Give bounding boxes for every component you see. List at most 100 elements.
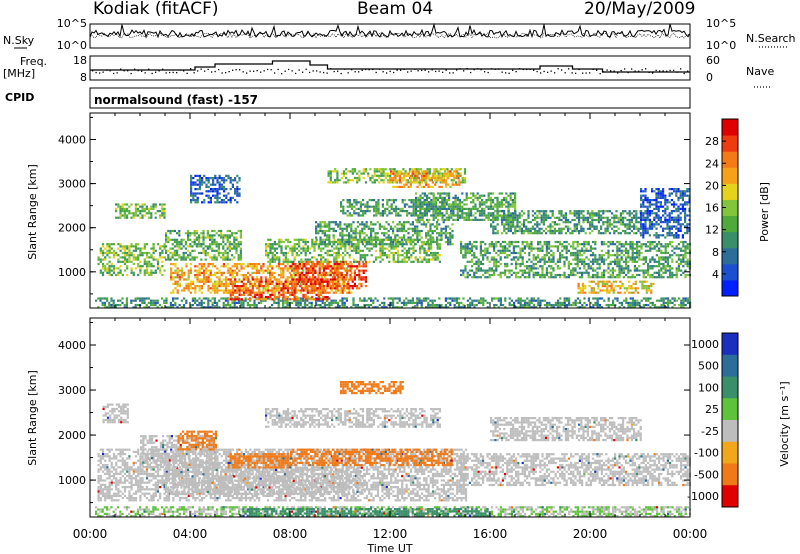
power-cell: [412, 251, 415, 255]
power-cell: [416, 227, 419, 230]
power-cell: [392, 297, 395, 300]
power-cell: [470, 196, 473, 199]
power-cell: [148, 273, 151, 277]
power-cell: [119, 210, 122, 213]
nave-point: [515, 71, 517, 73]
power-cell: [187, 238, 190, 241]
power-cell: [145, 205, 148, 208]
power-cell: [156, 258, 160, 261]
power-cell: [293, 267, 296, 270]
power-cell: [504, 240, 507, 244]
power-cell: [465, 218, 468, 221]
power-cell: [346, 267, 349, 270]
power-cell: [451, 299, 454, 302]
nave-point: [526, 68, 528, 71]
power-cell: [508, 271, 511, 274]
power-cell: [290, 265, 293, 268]
power-cell: [453, 177, 456, 180]
power-cell: [469, 304, 472, 307]
power-cell: [150, 269, 153, 272]
power-cell: [318, 260, 321, 263]
power-cell: [253, 293, 257, 296]
power-cell: [409, 301, 412, 304]
power-cell: [565, 247, 568, 250]
power-cell: [331, 280, 334, 283]
power-cell: [148, 207, 151, 210]
power-cell: [464, 243, 467, 246]
power-cell: [273, 291, 276, 294]
power-cell: [411, 240, 414, 244]
power-cell: [194, 274, 197, 277]
power-cell: [526, 301, 529, 304]
power-cell: [291, 254, 294, 257]
power-cell: [305, 271, 308, 274]
power-cell: [415, 218, 418, 221]
power-cell: [194, 291, 197, 294]
power-cell: [342, 210, 345, 213]
power-cell: [356, 304, 359, 307]
power-cell: [189, 258, 192, 261]
power-cell: [426, 172, 429, 175]
power-cell: [345, 306, 348, 309]
power-cell: [631, 304, 634, 307]
power-cell: [479, 267, 482, 270]
power-cell: [493, 243, 496, 246]
power-cell: [345, 172, 348, 175]
power-cell: [308, 306, 311, 309]
power-cell: [431, 232, 434, 235]
power-cell: [403, 227, 406, 230]
power-cell: [418, 172, 421, 175]
power-cell: [429, 236, 432, 239]
nave-point: [158, 70, 160, 72]
power-cell: [143, 207, 146, 210]
power-cell: [214, 289, 217, 292]
power-cell: [206, 234, 209, 237]
power-cell: [451, 183, 454, 186]
power-cell: [236, 267, 239, 270]
power-cell: [414, 249, 417, 252]
nave-point: [354, 71, 356, 73]
power-cell: [475, 256, 478, 259]
power-cell: [430, 207, 433, 210]
power-cell: [498, 201, 501, 204]
power-cell: [343, 306, 346, 309]
power-cell: [305, 263, 308, 266]
power-cell: [207, 263, 210, 266]
power-cell: [546, 301, 549, 304]
power-cell: [306, 291, 309, 294]
power-cell: [338, 271, 341, 274]
power-cell: [239, 251, 242, 255]
power-cell: [141, 254, 144, 257]
power-cell: [277, 289, 280, 292]
power-cell: [364, 260, 367, 263]
power-cell: [262, 285, 265, 288]
power-cell: [258, 263, 261, 266]
power-cell: [470, 210, 473, 213]
power-cell: [526, 267, 529, 270]
power-cell: [154, 205, 157, 208]
power-cell: [318, 282, 321, 285]
power-cell: [141, 216, 144, 219]
power-cell: [260, 299, 263, 302]
power-cell: [253, 285, 257, 288]
power-cell: [434, 183, 437, 186]
power-cell: [217, 247, 220, 250]
power-cell: [282, 269, 285, 272]
power-cell: [156, 262, 160, 266]
power-cell: [253, 265, 256, 268]
power-cell: [662, 304, 665, 307]
power-cell: [110, 269, 113, 272]
power-cell: [497, 299, 500, 302]
power-cell: [240, 274, 243, 277]
power-cell: [278, 258, 281, 261]
power-cell: [159, 269, 162, 272]
power-cell: [565, 299, 568, 302]
power-cell: [408, 251, 411, 255]
power-cell: [432, 218, 435, 221]
power-cell: [423, 192, 426, 195]
power-cell: [172, 289, 175, 292]
nave-point: [302, 71, 304, 73]
power-cell: [231, 274, 234, 277]
power-cell: [376, 232, 379, 235]
power-cell: [358, 179, 361, 182]
